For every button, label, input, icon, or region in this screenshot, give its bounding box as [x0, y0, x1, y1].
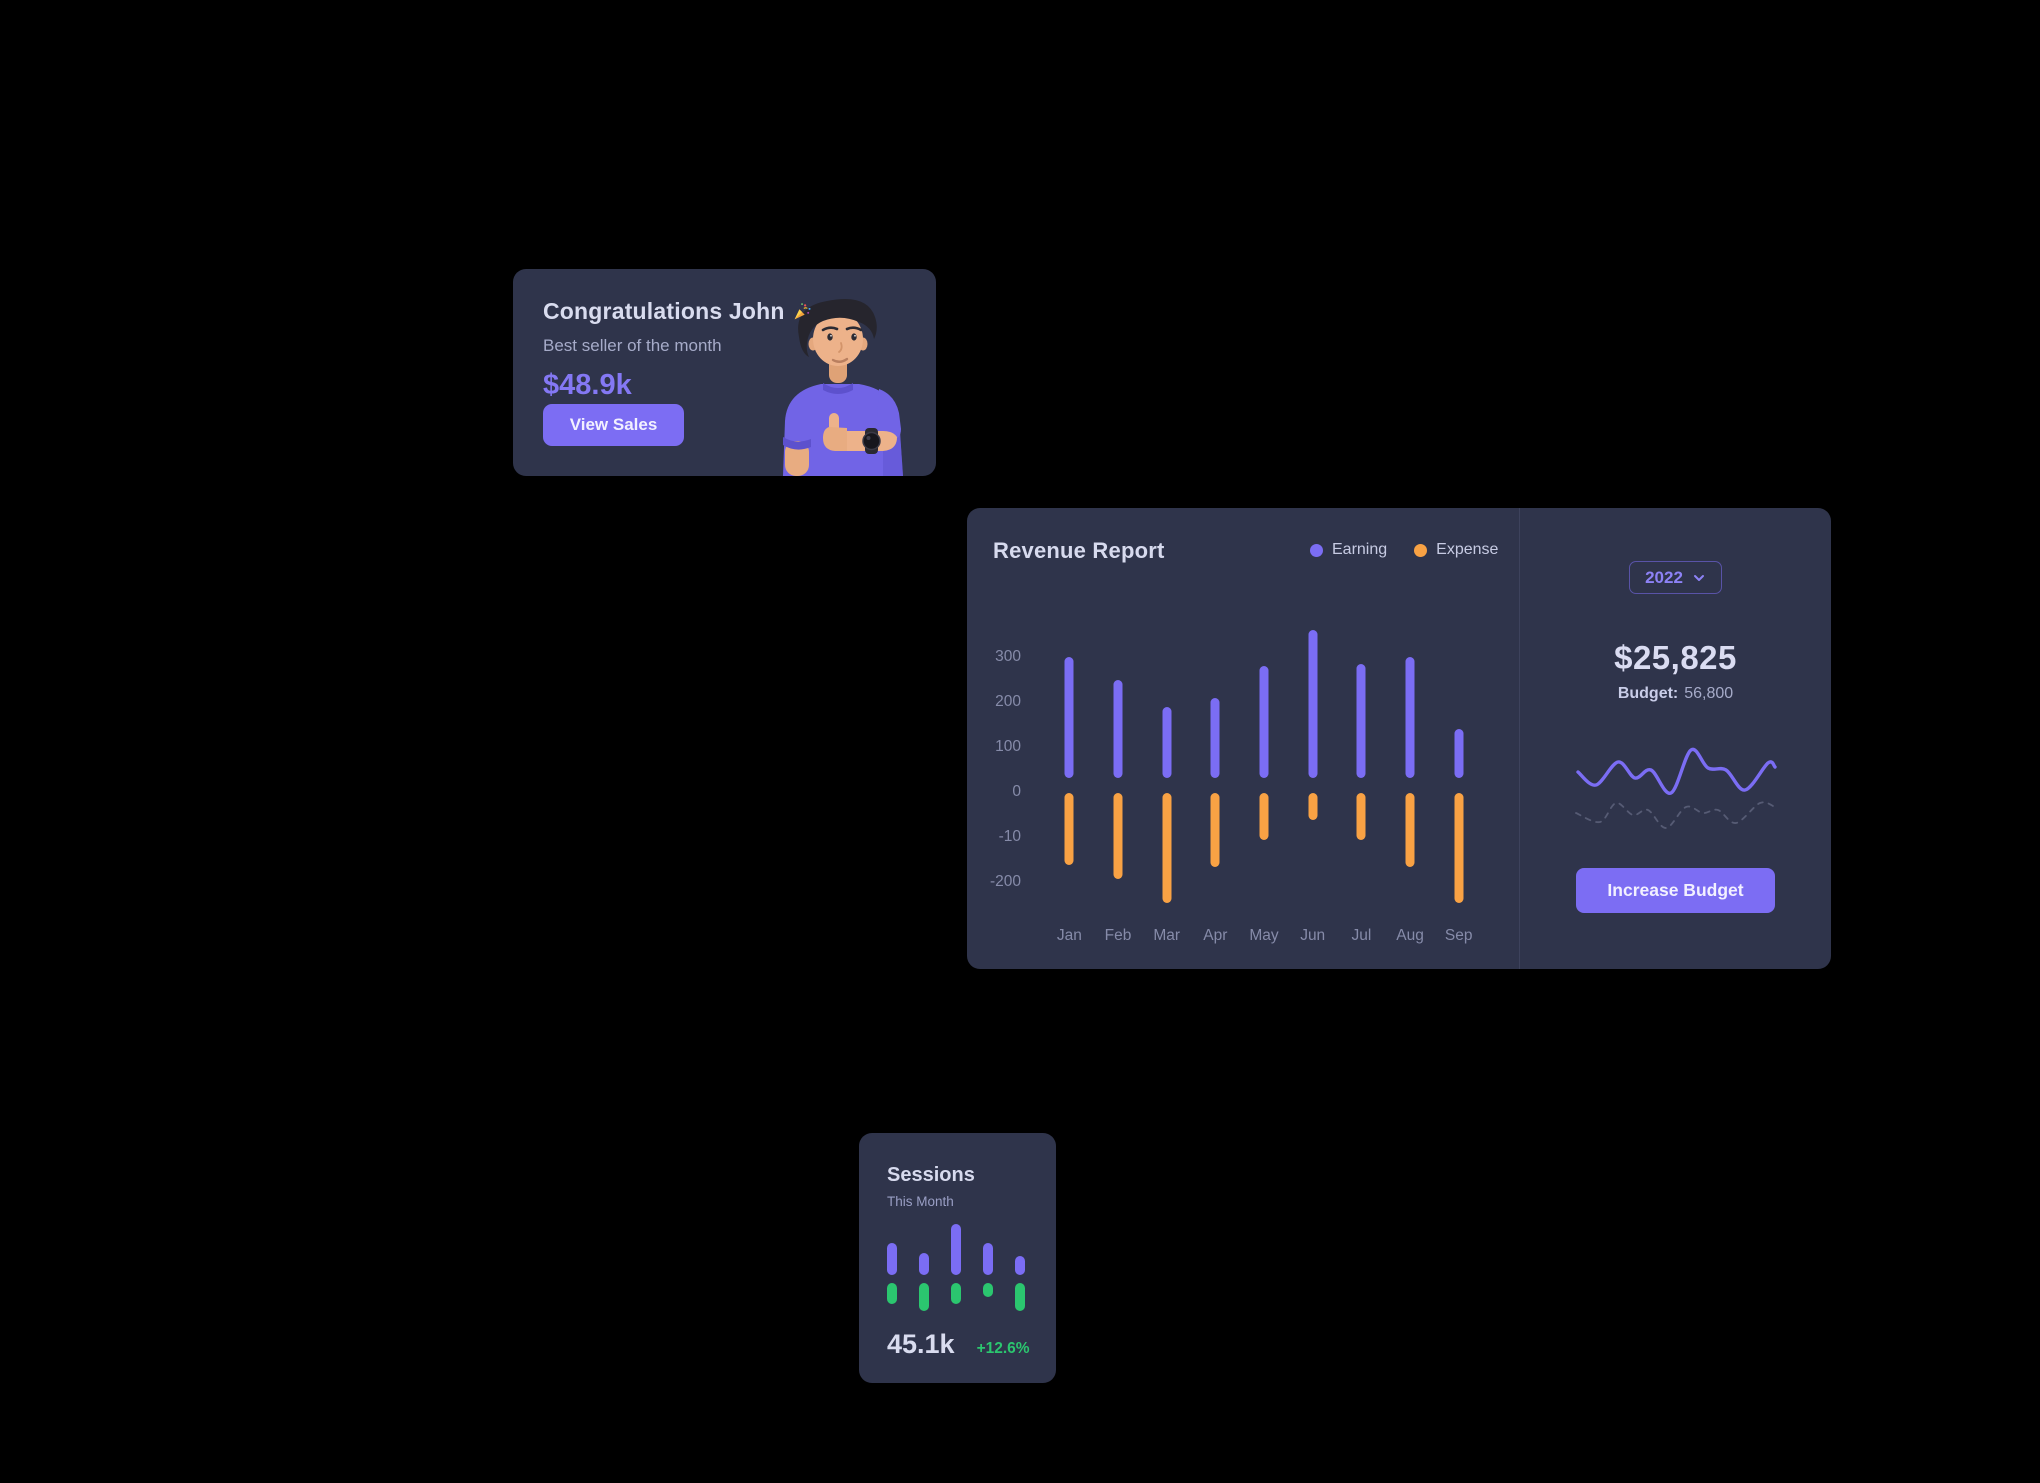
expense-bar: [1113, 793, 1123, 879]
congrats-title-text: Congratulations John: [543, 298, 785, 324]
earning-bar: [1356, 663, 1366, 778]
john-illustration: [783, 299, 903, 476]
sessions-change: +12.6%: [976, 1340, 1030, 1357]
sessions-green-bar: [1015, 1283, 1025, 1311]
x-axis-label: Feb: [1104, 927, 1132, 944]
sessions-purple-bar: [951, 1224, 961, 1275]
expense-bar: [1356, 793, 1366, 841]
budget-sparkline: [1575, 747, 1777, 829]
sessions-title: Sessions: [887, 1164, 975, 1186]
earning-bar: [1308, 630, 1318, 778]
revenue-bar-chart: Jan Feb Mar Apr May Jun Jul Aug Sep: [1045, 508, 1483, 969]
earning-bar: [1405, 657, 1415, 778]
expense-bar: [1405, 793, 1415, 868]
sessions-green-bar: [919, 1283, 929, 1311]
y-axis-tick: 300: [995, 648, 1021, 665]
expense-bar: [1454, 793, 1464, 904]
legend-item-expense[interactable]: Expense: [1414, 541, 1498, 559]
revenue-total: $25,825: [1614, 639, 1737, 676]
revenue-month-column: Apr: [1191, 508, 1240, 969]
sessions-purple-bar: [919, 1253, 929, 1275]
earning-bar: [1259, 666, 1269, 778]
earning-bar: [1210, 697, 1220, 778]
sessions-purple-bar: [887, 1243, 897, 1275]
sessions-green-bar: [983, 1283, 993, 1297]
expense-bar: [1308, 793, 1318, 820]
x-axis-label: Apr: [1203, 927, 1228, 944]
budget-line: Budget: 56,800: [1618, 684, 1733, 704]
earning-dot-icon: [1310, 543, 1323, 557]
legend-item-earning[interactable]: Earning: [1310, 541, 1387, 559]
earning-bar: [1162, 706, 1172, 778]
revenue-month-column: Sep: [1434, 508, 1483, 969]
revenue-report-card: Revenue Report Earning Expense 300 200 100…: [967, 508, 1831, 969]
sessions-column: [972, 1218, 1004, 1318]
x-axis-label: Mar: [1153, 927, 1181, 944]
year-selector-value: 2022: [1645, 567, 1683, 587]
y-axis: 300 200 100 0 -10 -200: [967, 508, 1031, 969]
expense-bar: [1210, 793, 1220, 868]
y-axis-tick: 100: [995, 738, 1021, 755]
revenue-month-column: Mar: [1142, 508, 1191, 969]
revenue-month-column: Aug: [1386, 508, 1435, 969]
expense-dot-icon: [1414, 543, 1428, 557]
earning-bar: [1113, 679, 1123, 778]
sessions-column: [1004, 1218, 1036, 1318]
increase-budget-button[interactable]: Increase Budget: [1576, 868, 1775, 913]
chevron-down-icon: [1693, 574, 1704, 581]
y-axis-tick: 0: [1012, 783, 1021, 800]
revenue-month-column: Jan: [1045, 508, 1094, 969]
party-popper-icon: [794, 303, 811, 320]
sessions-stats: 45.1k +12.6%: [887, 1329, 1030, 1360]
budget-value: 56,800: [1684, 685, 1734, 702]
sessions-column: [908, 1218, 940, 1318]
x-axis-label: Jan: [1056, 927, 1082, 944]
revenue-month-column: Jul: [1337, 508, 1386, 969]
view-sales-button[interactable]: View Sales: [543, 404, 684, 446]
budget-section: 2022 $25,825 Budget: 56,800 Increase Bud…: [1519, 508, 1831, 969]
legend-label-expense: Expense: [1436, 541, 1499, 558]
year-selector[interactable]: 2022: [1629, 561, 1722, 594]
y-axis-tick: 200: [995, 693, 1021, 710]
earning-bar: [1064, 657, 1074, 778]
congrats-title: Congratulations John: [543, 300, 813, 323]
sessions-green-bar: [887, 1283, 897, 1304]
congrats-subtitle: Best seller of the month: [543, 336, 722, 355]
sessions-subtitle: This Month: [887, 1194, 954, 1209]
expense-bar: [1064, 793, 1074, 865]
expense-bar: [1259, 793, 1269, 841]
budget-label: Budget:: [1617, 685, 1679, 702]
sessions-value: 45.1k: [887, 1329, 955, 1359]
revenue-month-column: Feb: [1094, 508, 1143, 969]
sparkline-current: [1576, 747, 1777, 795]
sessions-purple-bar: [1015, 1256, 1025, 1275]
x-axis-label: Aug: [1396, 927, 1424, 944]
revenue-chart-section: Revenue Report Earning Expense 300 200 100…: [967, 508, 1519, 969]
y-axis-tick: -200: [989, 873, 1021, 890]
sessions-purple-bar: [983, 1243, 993, 1275]
sparkline-previous: [1575, 801, 1776, 829]
sessions-column: [940, 1218, 972, 1318]
x-axis-label: Jul: [1351, 927, 1372, 944]
congrats-amount: $48.9k: [543, 369, 632, 401]
sessions-column: [876, 1218, 908, 1318]
sessions-green-bar: [951, 1283, 961, 1304]
revenue-month-column: May: [1240, 508, 1289, 969]
x-axis-label: May: [1249, 927, 1279, 944]
congratulations-card: Congratulations John Best seller of the …: [513, 269, 936, 476]
earning-bar: [1454, 729, 1464, 778]
x-axis-label: Sep: [1444, 927, 1473, 944]
sessions-card: Sessions This Month 45.1k +12.6%: [859, 1133, 1056, 1383]
legend-label-earning: Earning: [1332, 541, 1388, 558]
sessions-bar-chart: [876, 1218, 1036, 1318]
expense-bar: [1162, 793, 1172, 904]
x-axis-label: Jun: [1300, 927, 1326, 944]
y-axis-tick: -10: [998, 828, 1021, 845]
revenue-month-column: Jun: [1288, 508, 1337, 969]
revenue-title: Revenue Report: [993, 538, 1165, 563]
chart-legend: Earning Expense: [1310, 541, 1498, 559]
